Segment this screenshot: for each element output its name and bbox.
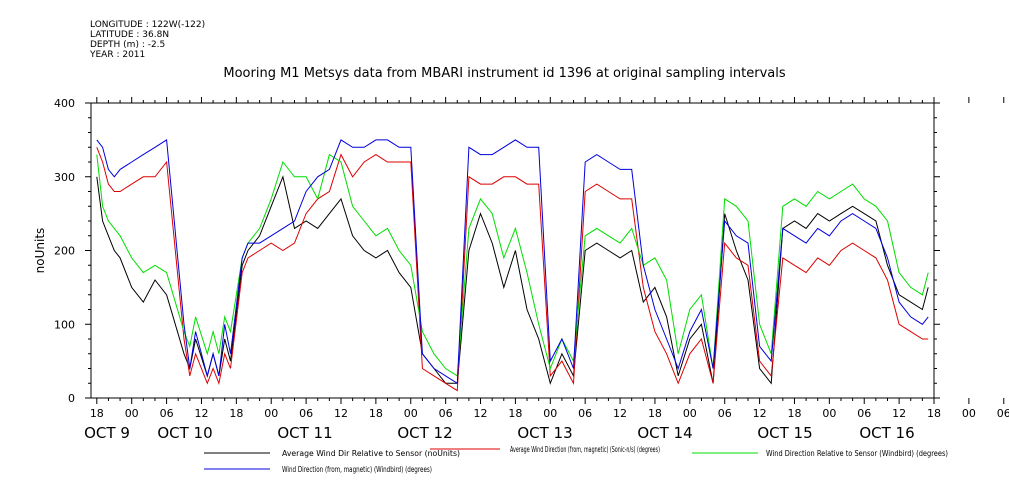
y-tick-label: 300	[54, 171, 75, 184]
depth-line: DEPTH (m) : -2.5	[90, 40, 166, 50]
x-day-label: OCT 11	[277, 424, 332, 442]
x-hour-label: 00	[543, 407, 557, 420]
x-hour-label: 00	[264, 407, 278, 420]
x-hour-label: 00	[822, 407, 836, 420]
x-hour-label: 00	[125, 407, 139, 420]
x-day-label: OCT 9	[84, 424, 130, 442]
y-tick-label: 400	[54, 97, 75, 110]
series-line-2	[96, 153, 929, 377]
series-line-1	[96, 147, 929, 392]
series-line-3	[96, 139, 929, 385]
y-tick-label: 100	[54, 318, 75, 331]
longitude-line: LONGITUDE : 122W(-122)	[90, 20, 206, 30]
x-hour-label: 12	[613, 407, 627, 420]
x-hour-label: 12	[892, 407, 906, 420]
x-hour-label: 12	[474, 407, 488, 420]
x-hour-label: 18	[369, 407, 383, 420]
x-day-label: OCT 10	[157, 424, 212, 442]
x-day-label: OCT 16	[859, 424, 914, 442]
metadata-block: LONGITUDE : 122W(-122) LATITUDE : 36.8N …	[90, 20, 205, 60]
x-hour-label: 06	[160, 407, 174, 420]
x-hour-label: 00	[404, 407, 418, 420]
x-hour-label: 00	[962, 407, 976, 420]
x-day-label: OCT 13	[517, 424, 572, 442]
legend-label-0: Average Wind Dir Relative to Sensor (noU…	[282, 449, 460, 458]
y-tick-label: 200	[54, 245, 75, 258]
year-line: YEAR : 2011	[90, 50, 146, 60]
x-hour-label: 18	[508, 407, 522, 420]
x-hour-label: 12	[334, 407, 348, 420]
x-hour-label: 06	[997, 407, 1009, 420]
chart-title: Mooring M1 Metsys data from MBARI instru…	[223, 66, 786, 81]
x-hour-label: 12	[753, 407, 767, 420]
legend-label-2: Wind Direction Relative to Sensor (Windb…	[766, 449, 948, 458]
legend-label-1: Average Wind Direction (from, magnetic) …	[510, 445, 660, 454]
x-day-label: OCT 15	[757, 424, 812, 442]
x-hour-label: 06	[857, 407, 871, 420]
x-hour-label: 18	[229, 407, 243, 420]
x-hour-label: 18	[648, 407, 662, 420]
legend-label-3: Wind Direction (from, magnetic) (Windbir…	[282, 465, 432, 474]
x-hour-label: 00	[683, 407, 697, 420]
x-hour-label: 06	[718, 407, 732, 420]
x-hour-label: 18	[927, 407, 941, 420]
x-hour-label: 06	[578, 407, 592, 420]
y-axis-label: noUnits	[33, 228, 47, 274]
x-hour-label: 18	[787, 407, 801, 420]
x-hour-label: 12	[194, 407, 208, 420]
x-day-label: OCT 14	[637, 424, 692, 442]
x-day-label: OCT 12	[397, 424, 452, 442]
x-hour-label: 06	[439, 407, 453, 420]
x-hour-label: 18	[90, 407, 104, 420]
plot-frame	[90, 102, 935, 399]
latitude-line: LATITUDE : 36.8N	[90, 30, 170, 40]
x-hour-label: 06	[299, 407, 313, 420]
y-tick-label: 0	[68, 392, 75, 405]
